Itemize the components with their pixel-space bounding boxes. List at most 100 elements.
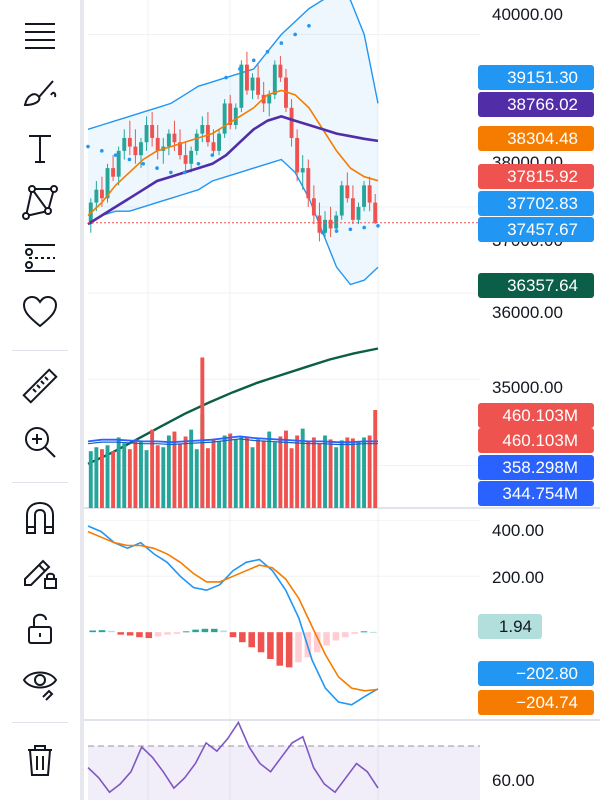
- macd-histogram-bar: [267, 632, 274, 659]
- rsi-axis-label: 60.00: [492, 771, 535, 790]
- candle-body: [306, 168, 311, 199]
- lock-all-tool[interactable]: [12, 608, 68, 648]
- ma-green-tag: 36357.64: [478, 273, 594, 298]
- volume-bar: [217, 441, 222, 508]
- psar-dot: [169, 170, 173, 175]
- macd-line-tag-bg: [478, 661, 594, 686]
- unlock-icon: [28, 613, 52, 644]
- candle-body: [116, 150, 121, 177]
- hide-drawings-tool[interactable]: [12, 662, 68, 702]
- macd-histogram-bar: [229, 632, 237, 638]
- volume-pane[interactable]: [87, 357, 378, 508]
- volume-bar: [222, 435, 227, 508]
- macd-histogram-bar: [285, 632, 293, 668]
- candle-body: [155, 137, 160, 151]
- price-tags: 39151.30 38766.02 38304.48 37815.92 37702.83…: [478, 65, 594, 715]
- volume-bar: [233, 439, 238, 508]
- horizontal-lines-tool[interactable]: [12, 14, 68, 54]
- candle-body: [350, 198, 355, 220]
- candle-body: [228, 103, 233, 125]
- prediction-icon: [25, 244, 55, 272]
- zoom-in-tool[interactable]: [12, 422, 68, 462]
- macd-pane[interactable]: [87, 519, 480, 706]
- macd-histogram-bar: [248, 632, 255, 648]
- trash-icon: [28, 745, 52, 776]
- volume-bar: [111, 451, 116, 508]
- magnet-tool[interactable]: [12, 498, 68, 538]
- volume-bar: [339, 440, 344, 508]
- price-pane[interactable]: [86, 0, 480, 465]
- macd-line-tag: −202.80: [478, 661, 594, 686]
- bollinger-lower-tag-bg: [478, 217, 594, 242]
- pattern-tool[interactable]: [12, 182, 68, 222]
- candle-body: [334, 215, 339, 229]
- volume-bar: [133, 439, 138, 508]
- macd-histogram-bar: [341, 632, 349, 638]
- volume-bar: [150, 429, 155, 508]
- candle-body: [233, 107, 238, 125]
- lock-drawing-tool[interactable]: [12, 552, 68, 592]
- toolbar-divider: [12, 350, 68, 351]
- macd-histogram-bar: [173, 632, 181, 634]
- candle-body: [166, 133, 171, 147]
- candle-body: [367, 185, 372, 203]
- bollinger-upper-tag-bg: [478, 65, 594, 90]
- volume-ma-line-2: [87, 438, 378, 446]
- toolbar-divider: [12, 482, 68, 483]
- psar-dot: [196, 161, 201, 166]
- macd-histogram-bar: [295, 632, 302, 663]
- psar-dot: [182, 170, 187, 175]
- text-tool[interactable]: [12, 128, 68, 168]
- psar-dot: [307, 24, 311, 28]
- bollinger-lower-tag: 37457.67: [478, 217, 594, 242]
- psar-dot: [127, 157, 132, 162]
- volume-bar: [289, 448, 294, 508]
- rsi-pane[interactable]: [87, 720, 480, 800]
- bollinger-basis-tag: 37702.83: [478, 191, 594, 216]
- eye-icon: [22, 671, 58, 701]
- volume-bar: [278, 436, 283, 508]
- volume-bar: [300, 428, 305, 508]
- macd-histogram-tag-bg: [478, 614, 542, 639]
- volume-bar: [367, 435, 372, 508]
- volume-bar: [373, 410, 378, 508]
- bollinger-basis-tag-bg: [478, 191, 594, 216]
- macd-histogram-bar: [164, 632, 171, 635]
- macd-line: [87, 525, 379, 706]
- psar-dot: [279, 41, 284, 45]
- brush-tool[interactable]: [12, 72, 68, 112]
- price-axis-label: 35000.00: [492, 378, 563, 397]
- psar-dot: [362, 225, 366, 230]
- candle-body: [200, 125, 205, 134]
- price-axis-label: 36000.00: [492, 303, 563, 322]
- psar-dot: [210, 153, 215, 157]
- candle-body: [178, 142, 182, 156]
- candle-body: [194, 133, 199, 151]
- candle-body: [295, 137, 300, 173]
- magnet-icon: [26, 501, 54, 534]
- candle-body: [267, 94, 272, 104]
- ema-orange-tag-bg: [478, 126, 594, 151]
- macd-histogram-bar: [201, 628, 209, 633]
- macd-histogram-bar: [313, 632, 321, 653]
- candle-body: [122, 137, 127, 151]
- last-price-tag: 37815.92: [478, 164, 594, 189]
- toolbar-divider: [12, 722, 68, 723]
- measure-tool[interactable]: [12, 366, 68, 406]
- macd-histogram-bar: [360, 631, 368, 633]
- candle-body: [94, 189, 99, 203]
- macd-histogram-bar: [154, 632, 162, 637]
- prediction-tool[interactable]: [12, 238, 68, 278]
- favorites-tool[interactable]: [12, 292, 68, 332]
- candle-body: [144, 125, 149, 143]
- macd-histogram-bar: [211, 628, 218, 633]
- macd-signal-tag-text: −204.74: [516, 693, 578, 712]
- volume-bar: [239, 437, 244, 508]
- volume-bar: [116, 437, 121, 508]
- volume-bar: [194, 449, 199, 508]
- candle-body: [150, 125, 155, 138]
- volume-bar: [139, 441, 143, 508]
- delete-tool[interactable]: [12, 740, 68, 780]
- bollinger-band-fill: [88, 0, 378, 285]
